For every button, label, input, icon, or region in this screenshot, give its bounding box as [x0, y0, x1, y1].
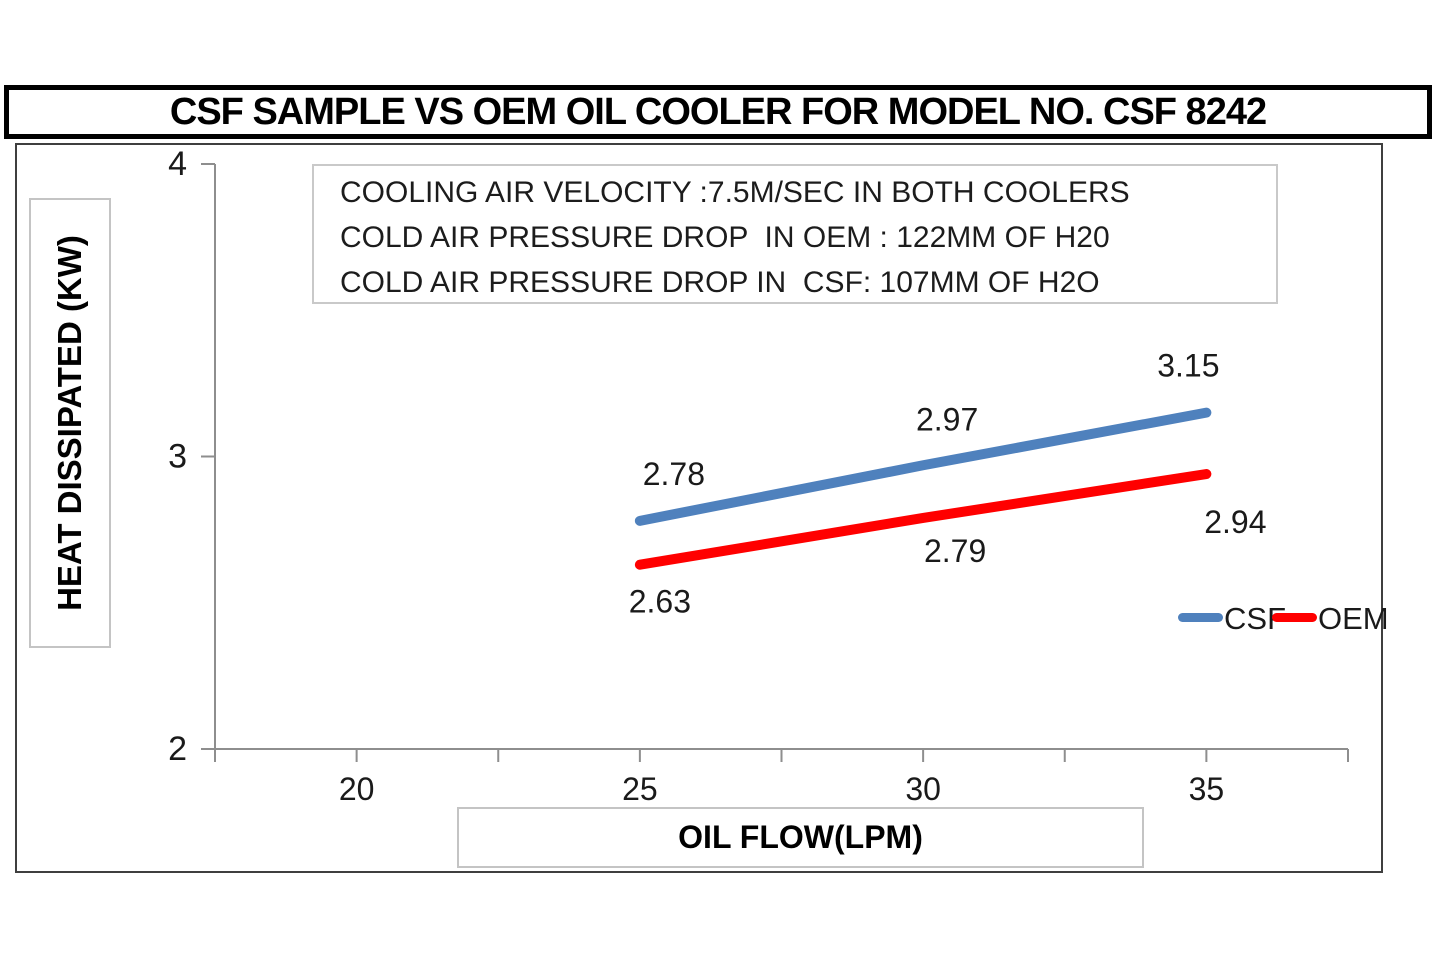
y-axis-title-box: HEAT DISSIPATED (KW): [29, 198, 111, 648]
chart-title: CSF SAMPLE VS OEM OIL COOLER FOR MODEL N…: [169, 90, 1267, 133]
x-axis-title: OIL FLOW(LPM): [678, 819, 923, 855]
chart-title-box: CSF SAMPLE VS OEM OIL COOLER FOR MODEL N…: [4, 85, 1432, 139]
annotation-box: COOLING AIR VELOCITY :7.5M/SEC IN BOTH C…: [312, 164, 1278, 304]
annotation-line-2: COLD AIR PRESSURE DROP IN OEM : 122MM OF…: [340, 221, 1110, 254]
y-axis-title: HEAT DISSIPATED (KW): [51, 235, 88, 611]
annotation-line-1: COOLING AIR VELOCITY :7.5M/SEC IN BOTH C…: [340, 176, 1130, 209]
x-axis-title-box: OIL FLOW(LPM): [457, 807, 1144, 868]
annotation-line-3: COLD AIR PRESSURE DROP IN CSF: 107MM OF …: [340, 266, 1100, 299]
